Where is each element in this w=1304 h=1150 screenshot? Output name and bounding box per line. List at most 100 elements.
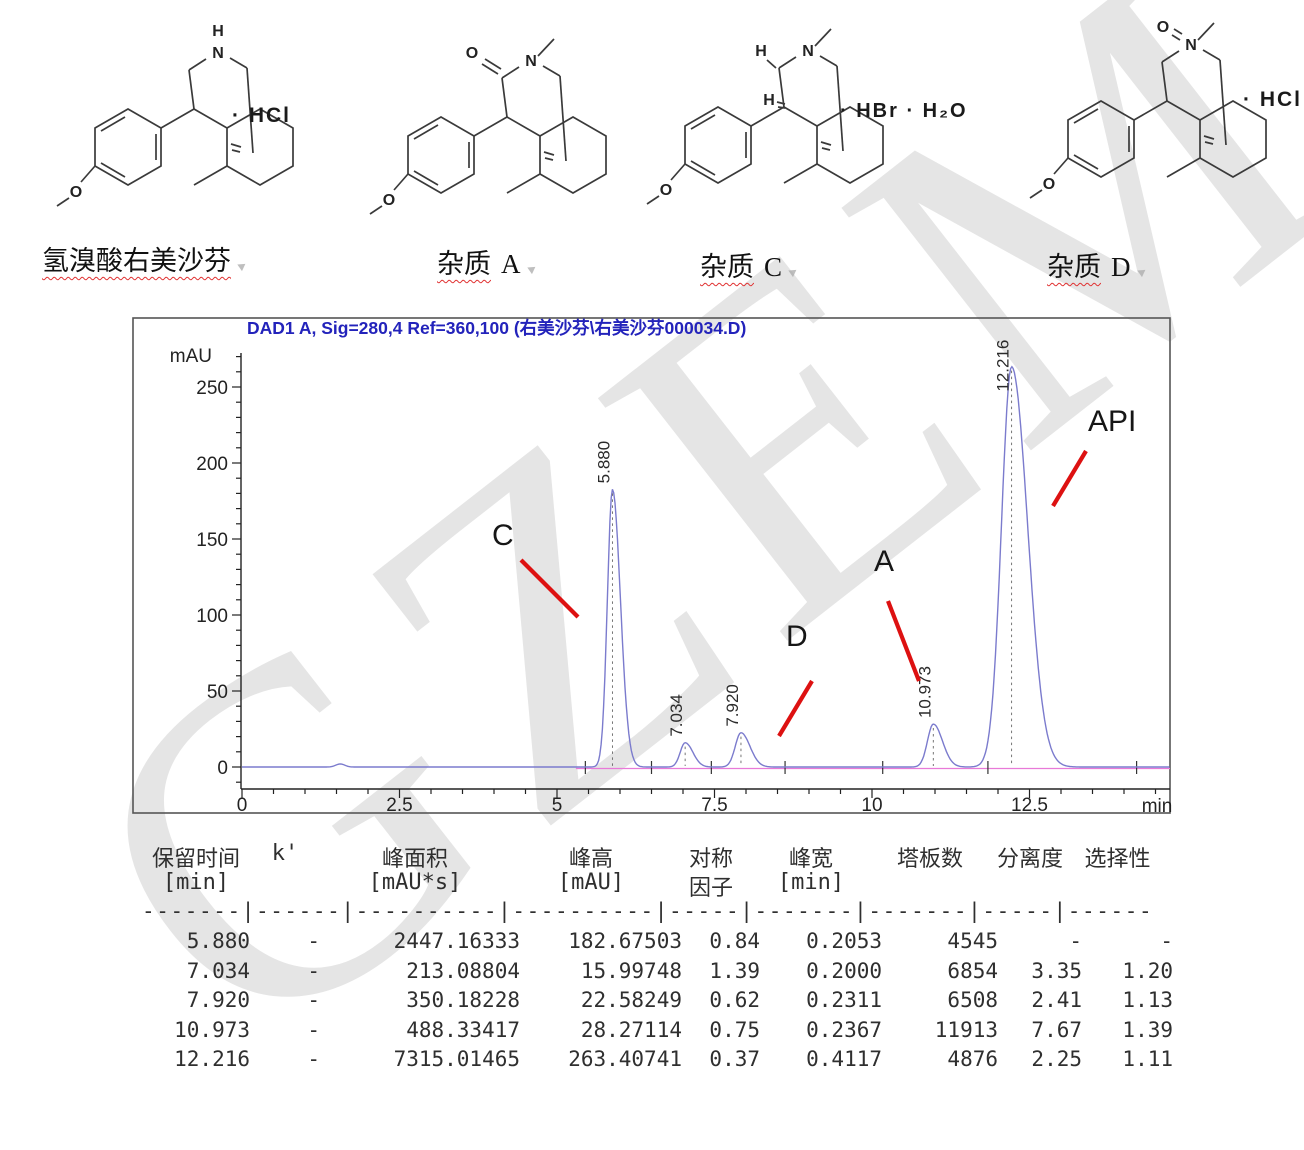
table-cell: 0.75 [709, 1017, 760, 1042]
table-cell: 488.33417 [406, 1017, 520, 1042]
svg-text:O: O [1043, 176, 1055, 193]
svg-text:O: O [1157, 19, 1169, 36]
table-cell: 峰面积 [381, 847, 448, 872]
compound-label-impurity-c: 杂质 C [700, 245, 797, 284]
table-cell: 选择性 [1084, 847, 1151, 872]
table-cell: 15.99748 [580, 958, 682, 983]
table-cell: 峰高 [568, 847, 613, 872]
compound-name-text: 氢溴酸右美沙芬 [42, 246, 231, 276]
table-cell: 1.39 [1122, 1017, 1173, 1042]
table-cell: [mAU*s] [368, 870, 462, 895]
table-row: 7.034 - 213.08804 15.99748 1.39 0.2000 6854 3.3… [142, 959, 1173, 983]
table-cell: - [307, 988, 320, 1012]
compound-label-dextromethorphan: 氢溴酸右美沙芬 [42, 239, 246, 278]
svg-text:N: N [212, 45, 224, 62]
table-cell [872, 870, 988, 902]
table-cell: 峰宽 [788, 847, 833, 872]
table-cell: 对称 [688, 847, 733, 872]
table-row: 12.216 - 7315.01465 263.40741 0.37 0.4117 4876… [142, 1047, 1173, 1071]
table-cell [988, 870, 1072, 902]
y-tick-label: 150 [196, 530, 228, 551]
compound-label-impurity-d: 杂质 D [1047, 245, 1145, 284]
table-cell: [mAU] [557, 870, 625, 895]
chromatogram: DAD1 A, Sig=280,4 Ref=360,100 (右美沙芬\右美沙芬… [132, 317, 1172, 817]
svg-text:H: H [755, 43, 767, 60]
table-cell: 因子 [688, 876, 733, 901]
table-cell: 4876 [947, 1047, 998, 1071]
x-tick-label: 10 [861, 795, 882, 816]
assignment-pointer-line [777, 679, 814, 738]
x-tick-label: 2.5 [386, 795, 412, 816]
x-tick-label: 5 [552, 795, 563, 816]
assignment-label-a: A [874, 545, 894, 578]
table-cell: 0.62 [709, 988, 760, 1012]
compound-name-text: 杂质 [1047, 252, 1101, 282]
table-cell: 1.39 [709, 958, 760, 983]
table-cell: 7.920 [186, 988, 250, 1012]
table-separator: -------|------|----------|----------|---… [142, 899, 1154, 923]
table-cell: 0.2000 [806, 958, 882, 983]
y-tick-label: 100 [196, 606, 228, 627]
table-header-row-2: [min] [mAU*s] [mAU] 因子 [min] [142, 870, 1163, 902]
table-cell: - [307, 958, 320, 983]
table-cell [1072, 870, 1163, 902]
svg-text:O: O [383, 192, 395, 209]
table-cell: 350.18228 [406, 988, 520, 1012]
table-cell: 1.20 [1122, 958, 1173, 983]
svg-text:O: O [660, 182, 672, 199]
peak-rt-label: 7.920 [723, 684, 742, 727]
table-cell: 3.35 [1031, 958, 1082, 983]
table-cell: 0.2311 [806, 988, 882, 1012]
x-tick-label: 0 [237, 795, 248, 816]
impurity-letter: A [501, 249, 521, 279]
table-cell: 10.973 [174, 1017, 250, 1042]
y-tick-label: 200 [196, 454, 228, 475]
svg-text:H: H [763, 92, 775, 109]
table-cell: 0.2367 [806, 1017, 882, 1042]
svg-text:O: O [70, 184, 82, 201]
table-cell: 2.25 [1031, 1047, 1082, 1071]
table-row: 7.920 - 350.18228 22.58249 0.62 0.2311 6508 2.4… [142, 988, 1173, 1012]
svg-text:O: O [466, 45, 478, 62]
structure-dextromethorphan-hbr: N O H [56, 23, 294, 207]
table-cell: - [307, 929, 320, 953]
table-cell: 1.13 [1122, 988, 1173, 1012]
peak-rt-label: 5.880 [594, 441, 613, 484]
table-cell: 7.67 [1031, 1017, 1082, 1042]
table-cell: 0.4117 [806, 1047, 882, 1071]
table-cell: 6508 [947, 988, 998, 1012]
adduct-hcl-dextromethorphan: · HCl [232, 104, 291, 127]
table-cell: 5.880 [186, 929, 250, 953]
table-cell: 182.67503 [568, 929, 682, 953]
chromatogram-trace [242, 365, 1170, 768]
table-cell: [min] [162, 870, 230, 895]
adduct-hbr-h2o-impurity-c: · HBr · H₂O [840, 100, 968, 122]
x-tick-label: 12.5 [1011, 795, 1048, 816]
table-cell: 塔板数 [896, 847, 963, 872]
table-row: 5.880 - 2447.16333 182.67503 0.84 0.2053 4545 -… [142, 929, 1173, 953]
chromatogram-title: DAD1 A, Sig=280,4 Ref=360,100 (右美沙芬\右美沙芬… [247, 318, 746, 338]
svg-text:N: N [525, 53, 537, 70]
y-tick-label: 0 [217, 758, 228, 779]
compound-name-text: 杂质 [437, 249, 491, 279]
table-cell: 2447.16333 [393, 929, 520, 953]
table-cell: 6854 [947, 958, 998, 983]
y-axis-unit: mAU [170, 346, 212, 367]
table-cell: 12.216 [174, 1047, 250, 1071]
table-cell: - [307, 1047, 320, 1071]
peak-rt-label: 12.216 [994, 340, 1013, 392]
structure-impurity-c: N O H H [646, 28, 884, 205]
table-cell: 0.84 [709, 929, 760, 953]
table-cell: 22.58249 [580, 988, 682, 1012]
table-cell: - [307, 1017, 320, 1042]
impurity-letter: C [764, 252, 783, 282]
table-cell: 4545 [947, 929, 998, 953]
assignment-label-api: API [1088, 405, 1136, 438]
table-cell: 28.27114 [580, 1017, 682, 1042]
table-cell: 7.034 [186, 958, 250, 983]
table-cell: 保留时间 [151, 847, 240, 872]
assignment-pointer-line [886, 600, 921, 682]
structure-impurity-a: N O O [369, 38, 607, 215]
y-tick-label: 250 [196, 378, 228, 399]
assignment-label-d: D [786, 620, 808, 653]
